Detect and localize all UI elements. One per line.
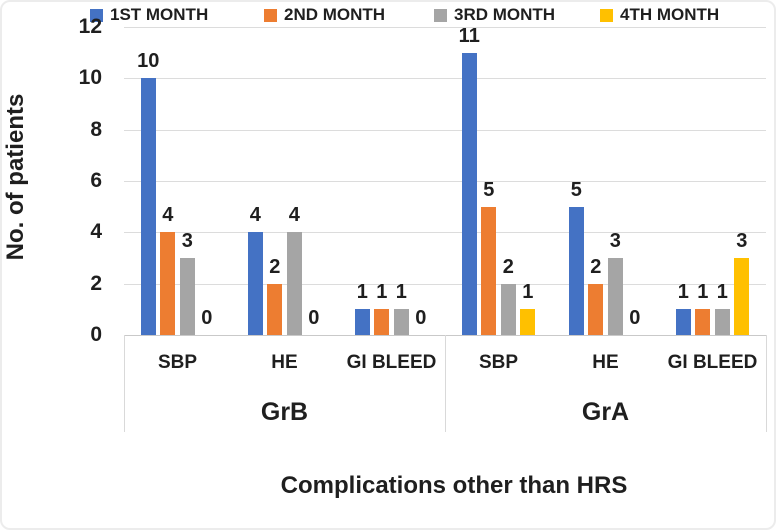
category-separator-2 [766,335,767,432]
bar [140,78,156,335]
gridline-2 [124,283,766,285]
bar-value-label: 4 [249,204,261,227]
gridline-4 [124,232,766,234]
bar-value-label: 3 [181,230,193,252]
legend-item: 1ST MONTH [90,4,208,26]
bar [675,309,691,335]
bar-value-label: 0 [308,307,320,329]
gridline-10 [124,78,766,80]
bar [568,206,584,335]
bar-value-label: 10 [137,50,160,73]
bar-value-label: 0 [629,307,641,329]
bar [500,283,516,335]
bar-value-label: 5 [570,178,582,201]
group-label-gra: GrA [581,398,630,426]
category-label: HE [592,352,619,373]
category-separator-0 [124,335,125,432]
legend-label: 3RD MONTH [454,5,556,24]
category-label: GI BLEED [346,352,437,373]
bar-value-label: 1 [376,281,388,304]
bar [520,309,536,335]
category-separator-1 [445,335,446,432]
y-tick-label: 10 [78,66,102,90]
bar-value-label: 3 [736,230,748,252]
category-label: HE [271,352,298,373]
bar-value-label: 0 [415,307,427,329]
gridline-6 [124,181,766,182]
bar [607,258,623,335]
bar-value-label: 11 [458,24,480,47]
y-tick-label: 0 [90,323,102,346]
y-tick-label: 8 [90,117,102,141]
legend-item: 2ND MONTH [264,4,385,26]
bar [374,309,390,335]
category-label: SBP [478,352,519,373]
bar [734,258,750,335]
legend-swatch-icon [600,8,613,22]
category-label: GI BLEED [667,352,758,373]
bar [267,283,283,335]
x-axis-title: Complications other than HRS [280,472,628,499]
y-tick-label: 4 [90,220,102,244]
bar-value-label: 1 [677,281,689,304]
group-label-grb: GrB [260,398,309,426]
category-label: SBP [157,352,198,373]
bar [247,232,263,335]
y-tick-label: 12 [78,15,102,38]
bar-value-label: 1 [356,281,368,304]
bar [393,309,409,335]
bar-value-label: 5 [483,178,495,201]
bar [461,52,477,335]
bar [354,309,370,335]
bar-value-label: 2 [269,255,281,278]
bar-value-label: 1 [395,281,407,304]
bar-value-label: 1 [697,281,709,304]
legend-label: 4TH MONTH [620,5,720,24]
bar-value-label: 3 [609,230,621,252]
legend-swatch-icon [264,8,277,22]
bar [160,232,176,335]
gridline-12 [124,27,766,28]
bar [695,309,711,335]
legend-item: 4TH MONTH [600,4,719,26]
bar [714,309,730,335]
legend-label: 2ND MONTH [284,5,386,24]
bar-value-label: 1 [716,281,728,304]
y-tick-label: 6 [90,169,102,192]
legend-swatch-icon [434,8,447,22]
y-tick-label: 2 [90,271,102,295]
bar-value-label: 0 [201,307,213,329]
bar-value-label: 4 [288,204,300,227]
bar-value-label: 1 [522,281,534,304]
legend-item: 3RD MONTH [434,4,555,26]
bar-value-label: 2 [502,255,514,278]
legend-label: 1ST MONTH [110,5,209,24]
bar-value-label: 2 [590,255,602,278]
bar [286,232,302,335]
bar [179,258,195,335]
bar [481,206,497,335]
gridline-8 [124,129,766,131]
legend-swatch-icon [90,8,103,22]
bar [588,283,604,335]
bar-value-label: 4 [162,204,174,227]
